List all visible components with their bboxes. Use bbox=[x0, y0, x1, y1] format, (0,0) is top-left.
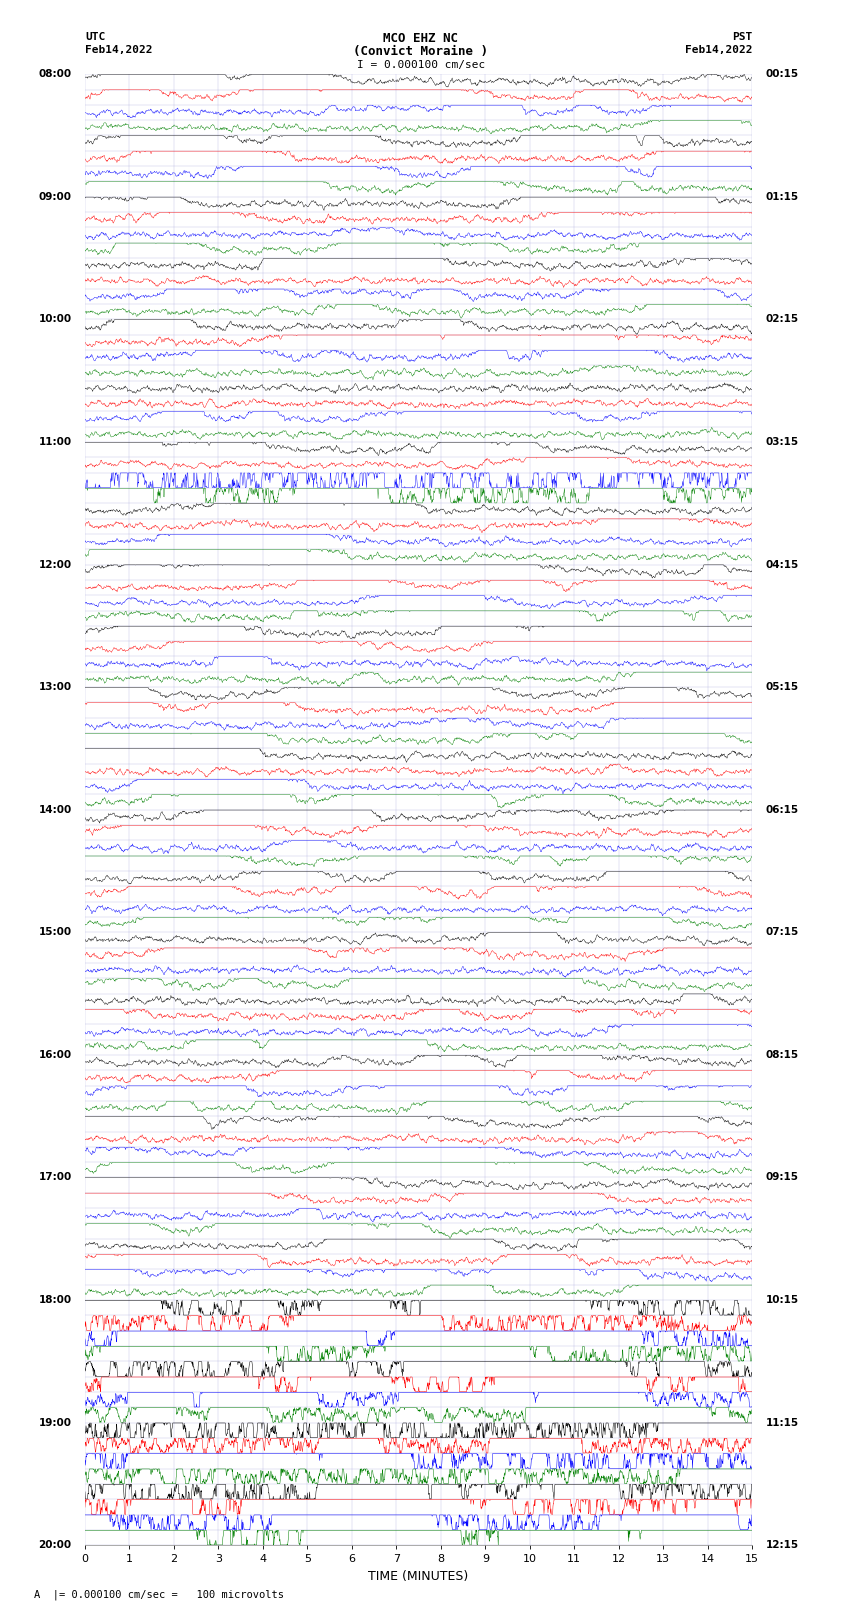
Text: 18:00: 18:00 bbox=[38, 1295, 71, 1305]
Text: (Convict Moraine ): (Convict Moraine ) bbox=[354, 45, 488, 58]
Text: 01:15: 01:15 bbox=[766, 192, 799, 202]
Text: 17:00: 17:00 bbox=[38, 1173, 71, 1182]
Text: A  |= 0.000100 cm/sec =   100 microvolts: A |= 0.000100 cm/sec = 100 microvolts bbox=[34, 1589, 284, 1600]
Text: 11:15: 11:15 bbox=[766, 1418, 799, 1428]
Text: 08:00: 08:00 bbox=[38, 69, 71, 79]
Text: 08:15: 08:15 bbox=[766, 1050, 799, 1060]
Text: 19:00: 19:00 bbox=[38, 1418, 71, 1428]
Text: 12:00: 12:00 bbox=[38, 560, 71, 569]
Text: 06:15: 06:15 bbox=[766, 805, 799, 815]
Text: 04:15: 04:15 bbox=[766, 560, 799, 569]
Text: 11:00: 11:00 bbox=[38, 437, 71, 447]
Text: 03:15: 03:15 bbox=[766, 437, 799, 447]
Text: 20:00: 20:00 bbox=[38, 1540, 71, 1550]
Text: I = 0.000100 cm/sec: I = 0.000100 cm/sec bbox=[357, 60, 484, 69]
Text: 13:00: 13:00 bbox=[38, 682, 71, 692]
Text: 02:15: 02:15 bbox=[766, 315, 799, 324]
Text: 16:00: 16:00 bbox=[38, 1050, 71, 1060]
Text: 10:15: 10:15 bbox=[766, 1295, 799, 1305]
Text: Feb14,2022: Feb14,2022 bbox=[685, 45, 752, 55]
Text: Feb14,2022: Feb14,2022 bbox=[85, 45, 152, 55]
Text: 05:15: 05:15 bbox=[766, 682, 799, 692]
X-axis label: TIME (MINUTES): TIME (MINUTES) bbox=[369, 1569, 468, 1582]
Text: PST: PST bbox=[732, 32, 752, 42]
Text: 07:15: 07:15 bbox=[766, 927, 799, 937]
Text: 10:00: 10:00 bbox=[38, 315, 71, 324]
Text: 14:00: 14:00 bbox=[38, 805, 71, 815]
Text: 15:00: 15:00 bbox=[38, 927, 71, 937]
Text: MCO EHZ NC: MCO EHZ NC bbox=[383, 32, 458, 45]
Text: UTC: UTC bbox=[85, 32, 105, 42]
Text: 12:15: 12:15 bbox=[766, 1540, 799, 1550]
Text: 00:15: 00:15 bbox=[766, 69, 799, 79]
Text: 09:15: 09:15 bbox=[766, 1173, 799, 1182]
Text: 09:00: 09:00 bbox=[38, 192, 71, 202]
